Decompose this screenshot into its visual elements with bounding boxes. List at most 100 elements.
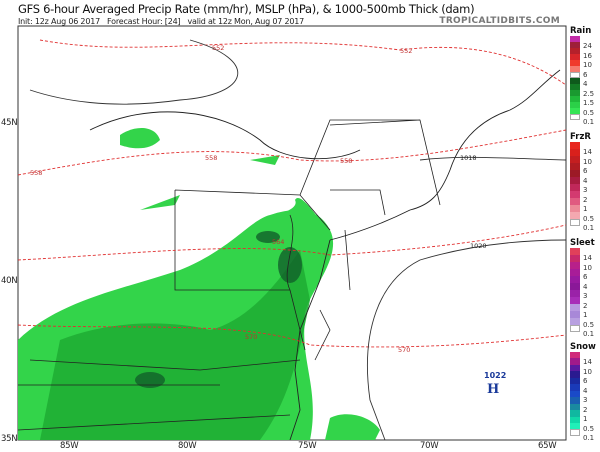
state-borders (17, 119, 441, 431)
lat-label: 45N (1, 118, 18, 128)
thickness-label: 552 (400, 47, 412, 55)
legend-swatch (570, 48, 580, 54)
legend-swatch (570, 66, 580, 72)
legend-swatch (570, 219, 580, 226)
thickness-label: 570 (398, 346, 410, 354)
legend-label: 0.5 (583, 108, 595, 117)
legend-label: 0.5 (583, 424, 595, 433)
thickness-label: 552 (212, 44, 224, 52)
legend-swatch (570, 205, 580, 212)
legend-swatch (570, 72, 580, 78)
legend-frzr: FrzR 14 10 6 4 3 2 1 0.5 0.1 (568, 132, 600, 232)
legend-swatch (570, 358, 580, 365)
legend-label: 10 (583, 61, 592, 69)
legend-title: Rain (570, 26, 592, 36)
legend-swatch (570, 248, 580, 255)
legend-swatch (570, 149, 580, 156)
thickness-contours (17, 39, 567, 348)
isobar-label: 1020 (470, 242, 487, 250)
thickness-label: 564 (272, 238, 284, 246)
lon-label: 70W (420, 441, 439, 451)
legend-label: 1 (583, 415, 588, 423)
lon-label: 80W (178, 441, 197, 451)
legend-label: 0.1 (583, 434, 595, 442)
high-pressure-symbol: H (487, 382, 499, 397)
legend-swatch (570, 191, 580, 198)
lat-label: 40N (1, 276, 18, 286)
legend-label: 2 (583, 301, 588, 310)
thickness-label: 558 (205, 154, 217, 162)
legend-swatch (570, 390, 580, 398)
lon-label: 85W (60, 441, 79, 451)
lat-label: 35N (1, 434, 18, 444)
isobars (29, 39, 567, 441)
lon-label: 65W (538, 441, 557, 451)
legend-swatch (570, 311, 580, 318)
legend-swatch (570, 212, 580, 219)
legend-swatch (570, 42, 580, 48)
high-pressure-value: 1022 (484, 371, 506, 380)
legend-swatch (570, 384, 580, 391)
legend-swatch (570, 283, 580, 290)
map-subtitle: Init: 12z Aug 06 2017 Forecast Hour: [24… (18, 17, 304, 26)
legend-swatch (570, 269, 580, 276)
coastline (89, 69, 561, 441)
legend-swatch (570, 255, 580, 262)
legend-swatch (570, 325, 580, 332)
legend-label: 1 (583, 205, 588, 213)
legend-label: 24 (583, 42, 592, 50)
legend-label: 6 (583, 377, 588, 385)
legend-swatch (570, 156, 580, 163)
legend-swatch (570, 318, 580, 325)
legend-label: 10 (583, 367, 592, 376)
valid-time: valid at 12z Mon, Aug 07 2017 (187, 17, 305, 26)
legend-label: 0.5 (583, 214, 595, 223)
legend-label: 16 (583, 51, 592, 60)
legend-swatch (570, 304, 580, 311)
legend-swatch (570, 410, 580, 417)
legend-label: 14 (583, 254, 592, 262)
isobar-label: 1018 (460, 154, 477, 162)
legend-label: 1.5 (583, 99, 595, 107)
legend-swatch (570, 36, 580, 42)
legend-swatch (570, 84, 580, 90)
legend-swatch (570, 397, 580, 404)
legend-label: 4 (583, 386, 588, 395)
legend-label: 10 (583, 157, 592, 166)
legend-swatch (570, 429, 580, 436)
legend-label: 14 (583, 148, 592, 156)
legend-swatch (570, 114, 580, 120)
legend-label: 3 (583, 292, 588, 300)
legend-label: 0.1 (583, 118, 595, 126)
legend-swatch (570, 60, 580, 66)
legend-label: 10 (583, 263, 592, 272)
legend-swatch (570, 198, 580, 205)
legend-label: 2.5 (583, 89, 595, 98)
legend-swatch (570, 163, 580, 170)
legend-swatch (570, 352, 580, 359)
legend-swatch (570, 262, 580, 269)
legend-label: 6 (583, 70, 588, 79)
legend-snow: Snow 14 10 6 4 3 2 1 0.5 0.1 (568, 342, 600, 442)
legend-swatch (570, 90, 580, 96)
legend-sleet: Sleet 14 10 6 4 3 2 1 0.5 0.1 (568, 238, 600, 338)
forecast-hour: Forecast Hour: [24] (107, 17, 181, 26)
map-title: GFS 6-hour Averaged Precip Rate (mm/hr),… (18, 2, 475, 16)
init-time: Init: 12z Aug 06 2017 (18, 17, 100, 26)
legend-title: Sleet (570, 238, 595, 248)
legend-swatch (570, 177, 580, 184)
legend-label: 0.5 (583, 320, 595, 329)
legend-swatch (570, 170, 580, 177)
brand-watermark: TROPICALTIDBITS.COM (439, 16, 560, 26)
legend-label: 6 (583, 167, 588, 175)
legend-swatch (570, 422, 580, 430)
legend-title: Snow (570, 342, 596, 352)
legend-swatch (570, 416, 580, 423)
thickness-label: 558 (340, 157, 352, 165)
legend-label: 4 (583, 176, 588, 185)
legend-swatch (570, 184, 580, 191)
legend-label: 2 (583, 195, 588, 204)
thickness-label: 558 (30, 169, 42, 177)
legend-swatch (570, 96, 580, 102)
